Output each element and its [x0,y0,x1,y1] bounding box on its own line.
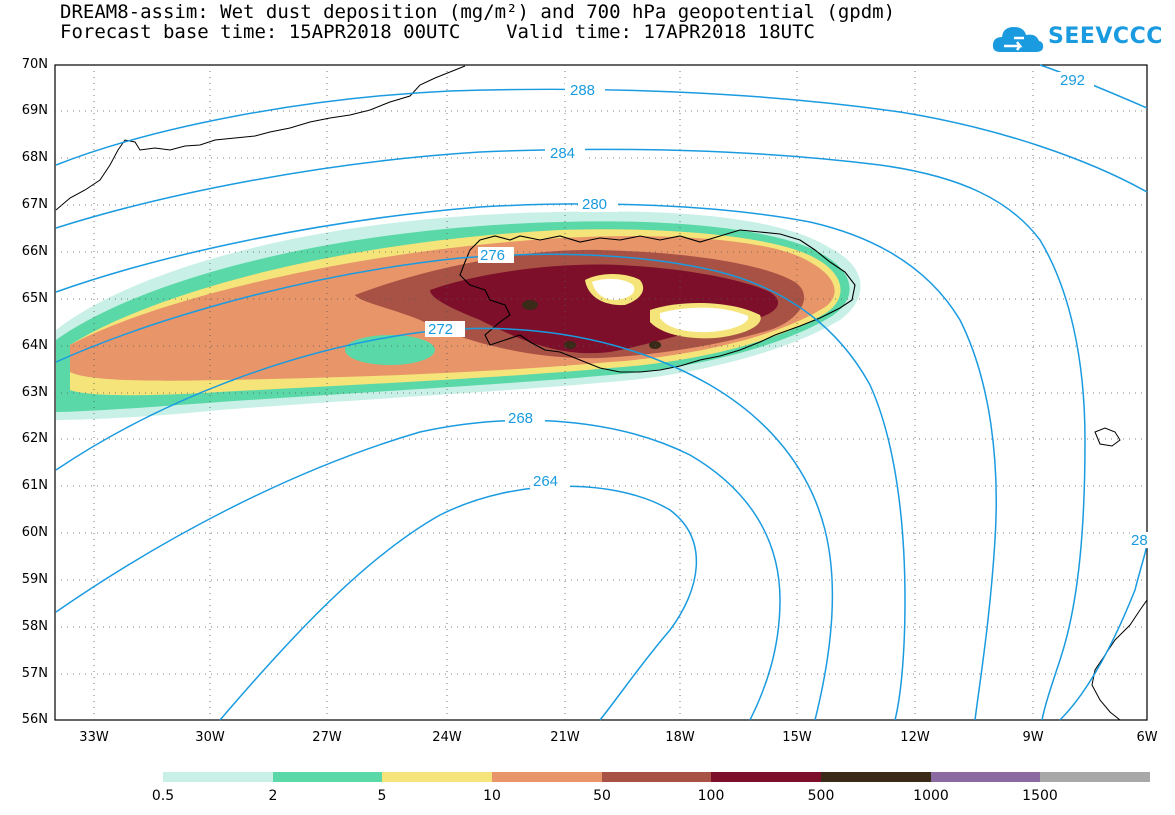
lat-label: 62N [21,431,48,446]
legend-label: 0.5 [151,788,175,804]
lat-label: 67N [21,197,48,212]
lon-label: 30W [195,730,225,745]
lon-label: 6W [1136,730,1158,745]
legend-label: 2 [268,788,278,804]
lon-label: 12W [900,730,930,745]
legend-label: 1500 [1022,788,1058,804]
logo-text: SEEVCCC [1048,24,1163,49]
contour-label: 280 [582,196,607,213]
contour-268 [55,419,781,721]
legend-swatch [272,772,383,782]
graticule [55,65,1147,720]
map-title: DREAM8-assim: Wet dust deposition (mg/m²… [60,1,896,23]
lat-label: 66N [21,244,48,259]
dust-deposition-field [56,211,861,420]
norway-coastline [1091,599,1148,721]
cloud-icon [992,27,1044,52]
dust-patch-500 [564,341,576,349]
legend-label: 500 [807,788,835,804]
legend-label: 5 [377,788,387,804]
faroe-islands [1094,427,1121,447]
lat-label: 68N [21,150,48,165]
legend-label: 50 [593,788,611,804]
dust-patch-500 [522,300,538,310]
lon-label: 24W [432,730,462,745]
legend-swatch [382,772,493,782]
dust-patch-500 [649,341,661,349]
legend-swatch [930,772,1041,782]
legend-swatch [1040,772,1151,782]
contour-label: 276 [480,247,505,264]
dust-free-area [660,307,749,333]
legend-swatch [492,772,602,782]
lon-label: 15W [782,730,812,745]
contour-284 [55,148,1086,721]
map-subtitle: Forecast base time: 15APR2018 00UTC Vali… [60,21,815,43]
contour-label: 268 [508,410,533,427]
lat-label: 61N [21,478,48,493]
lon-label: 18W [665,730,695,745]
legend-swatch [163,772,273,782]
colour-legend [163,772,1151,782]
lat-label: 64N [21,338,48,353]
legend-swatch [821,772,931,782]
lat-label: 70N [21,57,48,72]
lon-label: 33W [79,730,109,745]
contour-label: 264 [533,473,558,490]
dust-patch-2 [345,335,435,365]
contour-272 [55,327,834,721]
lat-label: 59N [21,572,48,587]
lon-label: 9W [1022,730,1044,745]
contour-label: 288 [570,82,595,99]
dust-free-area [592,278,635,300]
lat-label: 69N [21,103,48,118]
lon-label: 27W [312,730,342,745]
legend-swatch [601,772,712,782]
contour-east [1059,544,1148,721]
lat-label: 57N [21,666,48,681]
lat-label: 56N [21,712,48,727]
contour-labels: 292 288 284 280 276 272 268 264 28 [425,72,1148,549]
legend-label: 1000 [913,788,949,804]
seevccc-logo: SEEVCCC [990,18,1162,58]
contour-280 [55,203,997,721]
greenland-coastline [55,65,466,211]
contour-label: 284 [550,145,575,162]
contour-276 [55,253,906,721]
lat-label: 63N [21,385,48,400]
legend-label: 10 [483,788,501,804]
geopotential-contours [55,64,1148,721]
contour-264 [219,485,698,721]
contour-label: 292 [1060,72,1085,89]
lat-label: 58N [21,619,48,634]
contour-288 [55,88,1148,193]
legend-swatch [711,772,822,782]
contour-label: 272 [428,321,453,338]
legend-label: 100 [697,788,725,804]
contour-label: 28 [1131,532,1148,549]
lon-label: 21W [550,730,580,745]
lat-label: 60N [21,525,48,540]
iceland-coastline [459,229,856,373]
lat-label: 65N [21,291,48,306]
